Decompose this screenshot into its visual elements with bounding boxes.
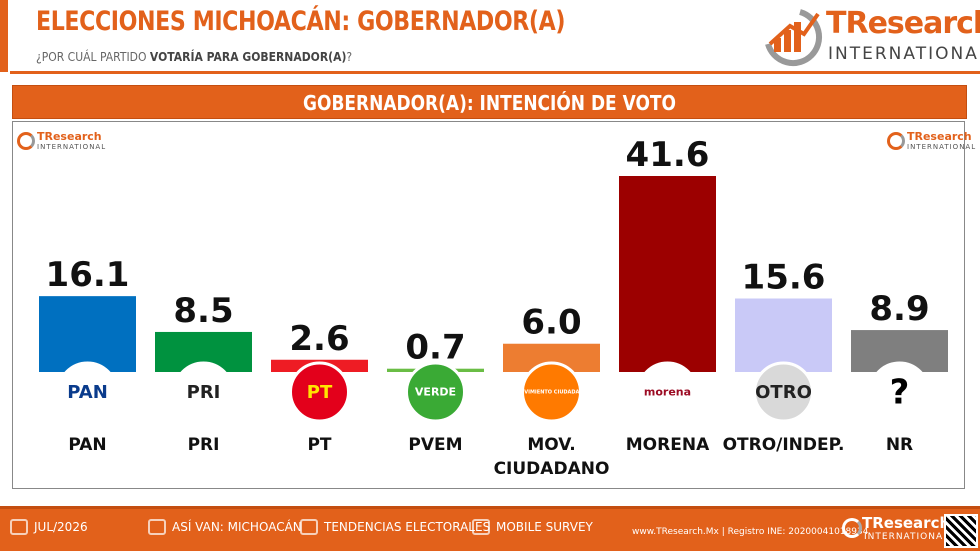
qr-code	[944, 514, 978, 548]
x-tick-label-4: MOV.	[527, 435, 575, 455]
footer-logo-text: TResearch	[862, 514, 951, 532]
small-logo-text: TResearch	[907, 130, 972, 143]
x-tick-label-1: PRI	[188, 435, 220, 455]
x-tick-label-3: PVEM	[408, 435, 462, 455]
party-emblem-6	[753, 361, 814, 423]
data-label-2: 2.6	[289, 319, 349, 359]
map-pin-icon	[148, 519, 166, 535]
page-subtitle: ¿POR CUÁL PARTIDO VOTARÍA PARA GOBERNADO…	[36, 50, 352, 64]
party-emblem-5	[637, 361, 698, 423]
tresearch-logo: TResearch INTERNATIONAL	[760, 4, 980, 68]
party-emblem-text-6: OTRO	[755, 382, 812, 403]
party-emblem-7	[869, 361, 930, 423]
chat-icon	[472, 519, 490, 535]
party-emblem-text-5: morena	[644, 386, 691, 399]
small-logo-right: TResearch INTERNATIONAL	[885, 130, 975, 156]
data-label-1: 8.5	[173, 291, 233, 331]
party-emblem-text-7: ?	[890, 372, 910, 412]
footer-date: JUL/2026	[10, 519, 88, 535]
chart-frame: TResearch INTERNATIONAL TResearch INTERN…	[12, 121, 975, 489]
footer-logo-icon	[842, 518, 862, 538]
footer-site: www.TResearch.Mx | Registro INE: 2020004…	[632, 527, 869, 537]
footer-logo: TResearch INTERNATIONAL	[840, 514, 950, 548]
party-emblem-1	[173, 361, 234, 423]
x-tick-label-0: PAN	[68, 435, 106, 455]
footer-item-label: TENDENCIAS ELECTORALES	[324, 520, 491, 534]
footer-item-mobile: MOBILE SURVEY	[472, 519, 593, 535]
header-accent-bar	[0, 0, 8, 72]
x-tick-label-4: CIUDADANO	[494, 459, 610, 479]
footer-date-label: JUL/2026	[34, 520, 88, 534]
footer-divider	[0, 506, 980, 509]
party-emblem-3	[405, 361, 466, 423]
x-tick-label-5: MORENA	[626, 435, 710, 455]
x-tick-label-2: PT	[307, 435, 331, 455]
calendar-icon	[10, 519, 28, 535]
party-emblem-text-4: MOVIMIENTO CIUDADANO	[515, 390, 588, 396]
small-logo-left: TResearch INTERNATIONAL	[15, 130, 105, 156]
bar-0	[39, 296, 136, 372]
chart-icon	[300, 519, 318, 535]
small-logo-subtext: INTERNATIONAL	[907, 143, 977, 151]
party-emblem-4	[521, 361, 582, 423]
bar-5	[619, 176, 716, 372]
data-label-0: 16.1	[46, 255, 130, 295]
data-label-3: 0.7	[405, 328, 465, 368]
data-label-6: 15.6	[742, 258, 826, 298]
party-emblem-2	[289, 361, 350, 423]
party-emblem-text-2: PT	[307, 382, 333, 403]
subtitle-end: ?	[346, 50, 353, 64]
bar-chart: 16.1 PAN PAN 8.5 PRI PRI 2.6 PT PT 0.7 VERDE PVEM 6.…	[39, 135, 948, 479]
logo-text: TResearch	[826, 6, 980, 41]
party-emblem-text-0: PAN	[67, 382, 108, 403]
footer-bar	[0, 509, 980, 551]
subtitle-bold: VOTARÍA PARA GOBERNADOR(A)	[149, 50, 347, 64]
footer-item-label: ASÍ VAN: MICHOACÁN	[172, 520, 302, 534]
chart-banner: GOBERNADOR(A): INTENCIÓN DE VOTO	[12, 85, 967, 119]
small-logo-icon	[17, 132, 35, 150]
page-title: ELECCIONES MICHOACÁN: GOBERNADOR(A)	[36, 6, 566, 37]
chart-title: GOBERNADOR(A): INTENCIÓN DE VOTO	[303, 91, 676, 115]
logo-graph-icon	[765, 9, 823, 67]
data-label-7: 8.9	[869, 289, 929, 329]
small-logo-icon	[887, 132, 905, 150]
small-logo-text: TResearch	[37, 130, 102, 143]
party-emblem-text-3: VERDE	[415, 386, 456, 399]
data-label-5: 41.6	[626, 135, 710, 175]
logo-subtext: INTERNATIONAL	[828, 44, 980, 64]
x-tick-label-6: OTRO/INDEP.	[723, 435, 845, 455]
bar-6	[735, 298, 832, 372]
party-emblem-0	[57, 361, 118, 423]
footer-item-asi-van: ASÍ VAN: MICHOACÁN	[148, 519, 302, 535]
party-emblem-text-1: PRI	[187, 382, 221, 403]
header-divider	[10, 71, 980, 74]
small-logo-subtext: INTERNATIONAL	[37, 143, 107, 151]
footer-logo-subtext: INTERNATIONAL	[864, 532, 950, 542]
data-label-4: 6.0	[521, 303, 581, 343]
footer-item-tendencias: TENDENCIAS ELECTORALES	[300, 519, 490, 535]
subtitle-plain: ¿POR CUÁL PARTIDO	[36, 50, 150, 64]
x-tick-label-7: NR	[886, 435, 913, 455]
footer-item-label: MOBILE SURVEY	[496, 520, 593, 534]
